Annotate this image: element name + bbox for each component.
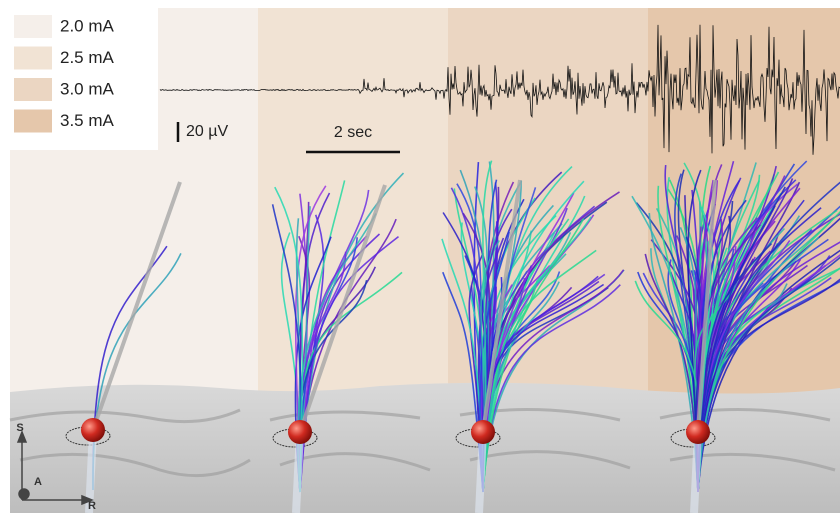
brain-surface: [10, 383, 840, 513]
stimulation-site: [288, 420, 312, 444]
figure: 2.0 mA 2.5 mA 3.0 mA 3.5 mA 20 µV 2 sec S A…: [0, 0, 840, 513]
label-a: A: [34, 476, 42, 488]
electrode-shaft: [479, 432, 483, 513]
legend-swatch: [14, 47, 52, 70]
stimulation-site: [81, 418, 105, 442]
legend-label: 3.5 mA: [60, 111, 115, 130]
label-r: R: [88, 500, 96, 512]
legend-swatch: [14, 110, 52, 133]
legend-label: 3.0 mA: [60, 79, 115, 98]
legend-label: 2.0 mA: [60, 16, 115, 35]
label-s: S: [16, 422, 23, 434]
legend-swatch: [14, 15, 52, 38]
legend-swatch: [14, 78, 52, 101]
axis-a: [19, 489, 29, 499]
electrode-shaft: [694, 432, 698, 513]
brain-slice: [10, 383, 840, 513]
time-scale-label: 2 sec: [334, 124, 372, 141]
stimulation-site: [471, 420, 495, 444]
electrode-shaft: [296, 432, 300, 513]
stimulation-site: [686, 420, 710, 444]
legend-label: 2.5 mA: [60, 48, 115, 67]
voltage-scale-label: 20 µV: [186, 123, 228, 140]
